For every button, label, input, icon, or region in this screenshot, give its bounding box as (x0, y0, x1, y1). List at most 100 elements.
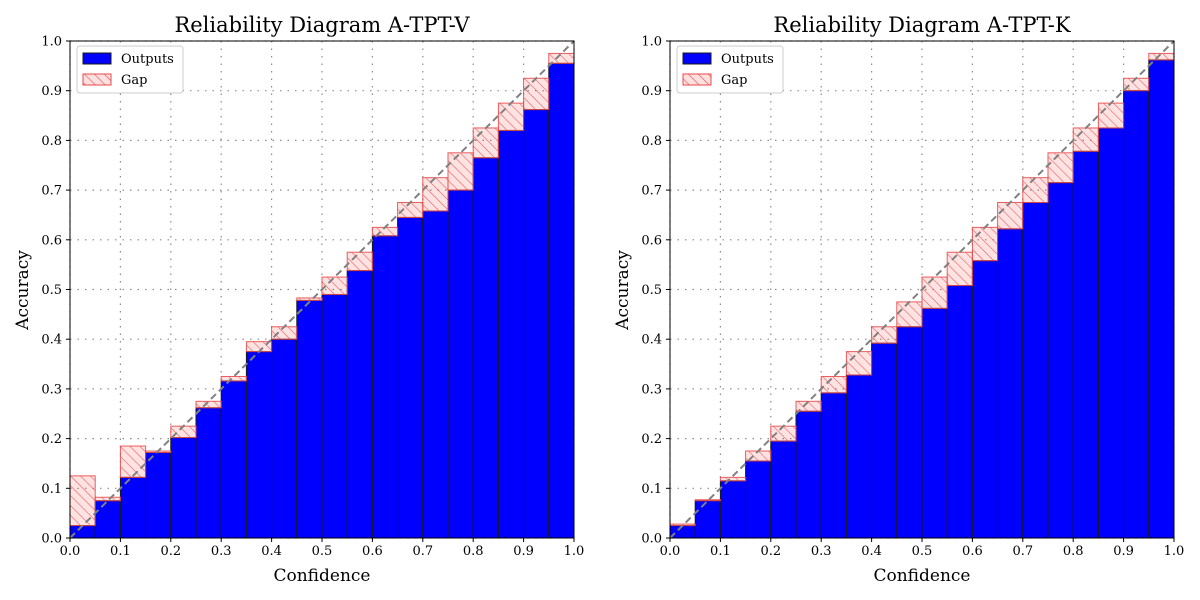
gap-bar (94, 496, 121, 502)
legend: Outputs Gap (676, 45, 784, 94)
gap-bar (997, 202, 1024, 230)
y-tick-label: 0.2 (641, 432, 662, 447)
y-tick-label: 0.8 (641, 134, 662, 149)
output-bar (921, 307, 948, 539)
gap-bar (346, 251, 373, 272)
output-bar (1047, 182, 1074, 539)
output-bar (770, 440, 797, 539)
y-tick-label: 0.4 (641, 333, 662, 348)
legend-gap-label: Gap (121, 73, 147, 88)
output-bar (1148, 59, 1175, 539)
legend-outputs-label: Outputs (721, 52, 774, 67)
gap-bar (296, 297, 323, 301)
gap-bar (69, 475, 96, 527)
output-bar (971, 260, 999, 539)
y-tick-label: 0.1 (41, 482, 62, 497)
gap-bar (795, 400, 822, 412)
y-tick-label: 0.7 (41, 184, 62, 199)
output-bar (346, 270, 373, 539)
diagonal-line (69, 40, 575, 539)
output-bar (845, 374, 873, 539)
gap-bar (472, 127, 499, 159)
x-tick-label: 1.0 (564, 544, 585, 559)
output-bar (1097, 127, 1125, 539)
gap-bar (694, 499, 721, 502)
x-tick-label: 0.6 (362, 544, 383, 559)
output-bar (397, 216, 424, 539)
gap-bar (971, 226, 999, 262)
output-bar (719, 480, 747, 539)
bars (669, 52, 1175, 539)
chart-right: Reliability Diagram A-TPT-K Confidence A… (613, 13, 1184, 586)
x-axis-label: Confidence (273, 566, 370, 586)
y-tick-label: 0.7 (641, 184, 662, 199)
gap-bar (271, 326, 298, 340)
x-tick-label: 0.5 (912, 544, 933, 559)
output-bar (1022, 202, 1049, 539)
gap-bar (523, 77, 550, 111)
chart-title: Reliability Diagram A-TPT-K (773, 13, 1070, 37)
y-tick-label: 0.2 (41, 432, 62, 447)
legend-gap-swatch (82, 73, 112, 86)
y-tick-label: 0.5 (641, 283, 662, 298)
y-tick-label: 0.9 (641, 84, 662, 99)
gap-bar (921, 276, 948, 309)
x-tick-label: 0.3 (811, 544, 832, 559)
legend: Outputs Gap (76, 45, 184, 94)
gap-bar (896, 301, 923, 328)
output-bar (69, 525, 96, 539)
output-bar (447, 189, 474, 539)
output-bar (795, 410, 822, 539)
output-bar (1072, 150, 1099, 539)
y-tick-label: 0.0 (641, 532, 662, 547)
y-tick-label: 0.0 (41, 532, 62, 547)
y-tick-label: 0.8 (41, 134, 62, 149)
output-bar (170, 437, 197, 539)
output-bar (548, 62, 575, 539)
output-bar (523, 109, 550, 539)
legend-outputs-label: Outputs (121, 52, 174, 67)
y-tick-label: 0.1 (641, 482, 662, 497)
x-tick-label: 0.1 (110, 544, 131, 559)
output-bar (745, 460, 772, 539)
gap-bar (719, 476, 747, 482)
y-tick-label: 0.9 (41, 84, 62, 99)
gap-bar (845, 351, 873, 376)
x-tick-label: 0.7 (412, 544, 433, 559)
output-bar (871, 342, 898, 539)
output-bar (94, 500, 121, 539)
x-tick-label: 0.8 (463, 544, 484, 559)
gap-bar (119, 445, 147, 478)
gap-bar (321, 276, 348, 295)
output-bar (145, 452, 172, 539)
y-tick-label: 1.0 (41, 35, 62, 50)
output-bar (220, 380, 247, 539)
output-bar (896, 326, 923, 539)
x-tick-label: 0.4 (861, 544, 882, 559)
x-tick-label: 0.8 (1063, 544, 1084, 559)
gap-bar (820, 375, 847, 394)
output-bar (422, 210, 449, 539)
y-tick-label: 0.3 (641, 382, 662, 397)
y-axis-label: Accuracy (13, 250, 33, 331)
x-tick-label: 0.6 (962, 544, 983, 559)
chart-title: Reliability Diagram A-TPT-V (174, 13, 470, 37)
x-axis-label: Confidence (873, 566, 970, 586)
gap-bar (422, 177, 449, 212)
gap-bar (1123, 77, 1150, 92)
y-tick-label: 1.0 (641, 35, 662, 50)
x-tick-label: 0.9 (1113, 544, 1134, 559)
output-bar (669, 525, 696, 539)
gap-bar (1072, 127, 1099, 152)
output-bar (997, 228, 1024, 539)
gap-bar (447, 152, 474, 191)
output-bar (1123, 90, 1150, 539)
output-bar (245, 351, 273, 539)
legend-gap-label: Gap (721, 73, 747, 88)
y-tick-label: 0.4 (41, 333, 62, 348)
legend-outputs-swatch (82, 52, 112, 65)
x-tick-label: 0.1 (710, 544, 731, 559)
output-bar (296, 299, 323, 539)
x-tick-label: 1.0 (1164, 544, 1185, 559)
